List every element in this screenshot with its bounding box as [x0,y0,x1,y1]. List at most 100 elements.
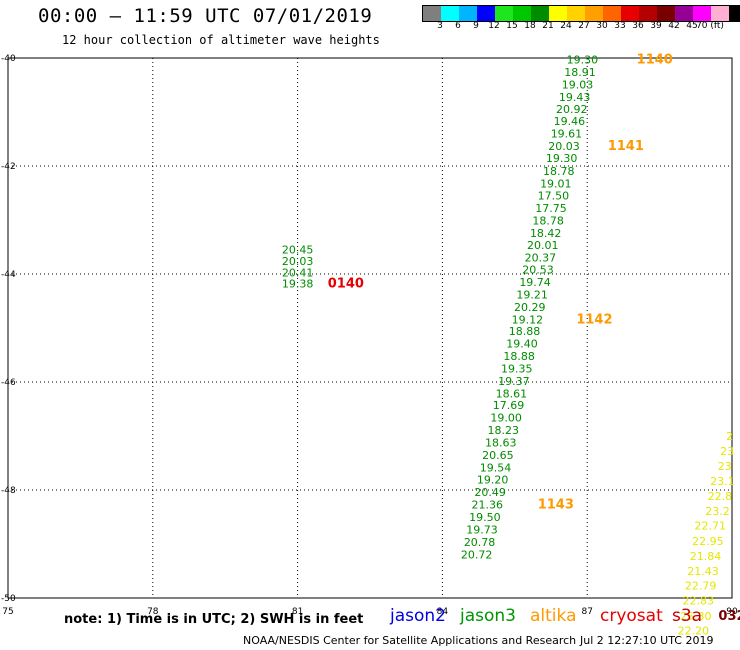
wave-height-label: 17.69 [493,399,525,412]
color-scale-label: 42 [668,21,680,31]
wave-height-label: 19.30 [567,54,599,67]
wave-height-label: 18.88 [503,350,535,363]
wave-height-label: 22.95 [692,535,724,548]
color-scale-label: 45 [686,21,698,31]
wave-height-label: 20.29 [514,301,546,314]
wave-height-label: 18.63 [485,436,517,449]
wave-height-label: 23.1 [710,475,735,488]
wave-height-label: 21.43 [687,565,719,578]
pass-time-label: 1143 [538,498,574,513]
wave-height-label: 20.45 [282,244,314,257]
color-scale-label: 15 [506,21,518,31]
color-swatch [441,6,459,21]
wave-height-label: 19.00 [490,412,522,425]
color-scale-label: 30 [596,21,608,31]
longitude-tick-label: 90 [726,607,738,617]
wave-height-label: 20.49 [474,486,506,499]
color-swatch [459,6,477,21]
latitude-tick-label: -50 [1,594,16,604]
wave-height-label: 20.03 [548,140,580,153]
wave-height-label: 19.50 [469,511,501,524]
color-scale-labels: 3 6 9 12 15 18 21 24 27 30 33 36 39 42 45 70 (ft) [422,21,724,33]
pass-time-label: 0140 [328,277,364,292]
color-scale-label: 33 [614,21,626,31]
color-scale-bar [422,5,740,22]
legend-jason3: jason3 [460,606,516,626]
wave-height-label: 20.92 [556,103,588,116]
wave-height-label: 19.40 [506,338,538,351]
color-scale-label: 36 [632,21,644,31]
wave-height-label: 2 [726,430,733,443]
wave-height-label: 20.72 [461,548,493,561]
wave-height-label: 22.8 [708,490,733,503]
wave-height-label: 21.36 [472,499,504,512]
wave-height-label: 20.01 [527,239,559,252]
footer-note: note: 1) Time is in UTC; 2) SWH is in fe… [64,612,364,627]
wave-height-label: 19.61 [551,128,583,141]
color-scale-label: 9 [473,21,479,31]
wave-height-label: 19.12 [512,313,544,326]
wave-height-label: 19.43 [559,91,591,104]
longitude-tick-label: 81 [292,607,303,617]
wave-height-label: 20.41 [282,266,314,279]
legend-cryosat: cryosat [600,606,663,626]
color-swatch [729,6,740,21]
wave-height-label: 19.30 [546,152,578,165]
wave-height-label: 20.78 [464,536,496,549]
longitude-tick-label: 78 [147,607,159,617]
color-scale-label: 39 [650,21,662,31]
longitude-tick-label: 75 [2,607,13,617]
wave-height-label: 20.37 [525,251,557,264]
longitude-tick-label: 84 [437,607,449,617]
wave-height-label: 20.65 [482,449,514,462]
color-swatch [549,6,567,21]
color-scale-label: 27 [578,21,590,31]
legend-altika: altika [530,606,577,626]
color-swatch [477,6,495,21]
wave-height-label: 18.88 [509,325,541,338]
wave-height-label: 22.83 [682,595,714,608]
color-scale-label: 12 [488,21,500,31]
wave-height-label: 19.54 [480,461,512,474]
page-subtitle: 12 hour collection of altimeter wave hei… [62,33,380,47]
color-swatch [495,6,513,21]
color-scale-label: 18 [524,21,536,31]
pass-time-label: 1140 [637,53,673,68]
wave-height-label: 21.84 [690,550,722,563]
color-swatch [513,6,531,21]
color-swatch [711,6,729,21]
wave-height-label: 25.30 [680,610,712,623]
wave-height-label: 19.03 [562,78,594,91]
wave-height-label: 20.53 [522,264,554,277]
wave-height-label: 20.03 [282,255,314,268]
color-swatch [567,6,585,21]
wave-height-label: 18.91 [564,66,596,79]
pass-time-label: 032 [718,609,740,624]
wave-height-label: 23 [718,460,732,473]
wave-height-label: 19.20 [477,474,509,487]
color-scale-label: 21 [542,21,554,31]
pass-time-label: 1141 [608,139,644,154]
credit-line: NOAA/NESDIS Center for Satellite Applica… [243,634,577,647]
color-swatch [423,6,441,21]
wave-height-label: 19.38 [282,278,314,291]
wave-height-label: 19.73 [466,523,498,536]
wave-height-label: 18.78 [532,215,564,228]
wave-height-label: 19.21 [516,289,548,302]
wave-height-label: 19.01 [540,177,572,190]
wave-height-label: 23.2 [705,505,730,518]
color-swatch [531,6,549,21]
color-swatch [675,6,693,21]
map-frame [7,57,733,599]
legend-jason2: jason2 [390,606,446,626]
color-scale-label: 3 [437,21,443,31]
longitude-tick-label: 87 [581,607,592,617]
color-swatch [585,6,603,21]
color-swatch [693,6,711,21]
wave-height-label: 22.79 [685,580,717,593]
legend-s3a: s3a [672,606,703,626]
generated-timestamp: Jul 2 12:27:10 UTC 2019 [580,634,714,647]
page-title: 00:00 – 11:59 UTC 07/01/2019 [38,5,373,27]
color-swatch [621,6,639,21]
